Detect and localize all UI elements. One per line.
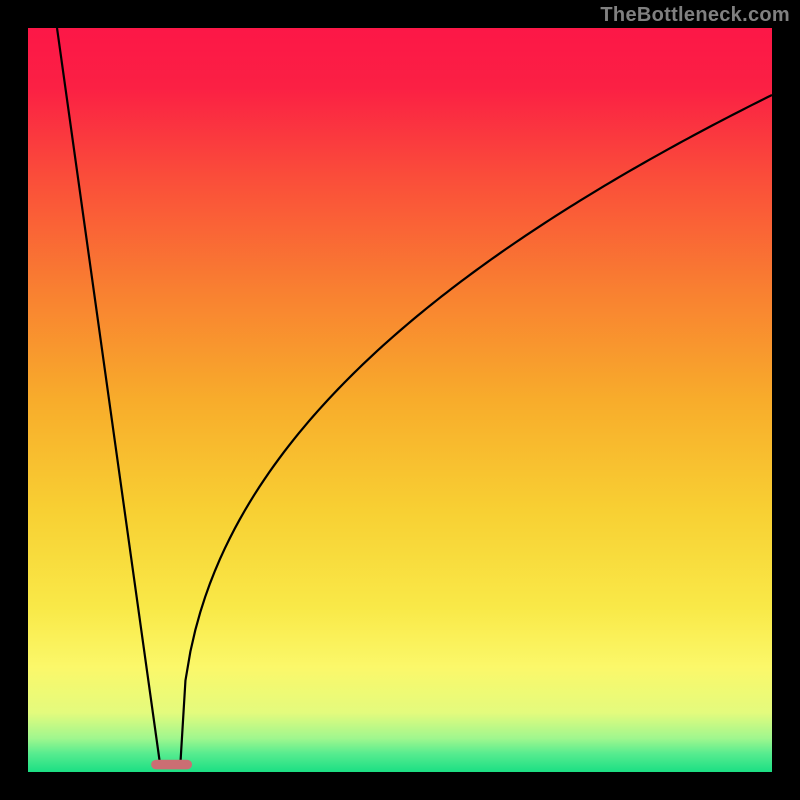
bottleneck-chart: [0, 0, 800, 800]
chart-frame: TheBottleneck.com: [0, 0, 800, 800]
plot-background: [28, 28, 772, 772]
optimal-point-marker: [151, 760, 192, 770]
